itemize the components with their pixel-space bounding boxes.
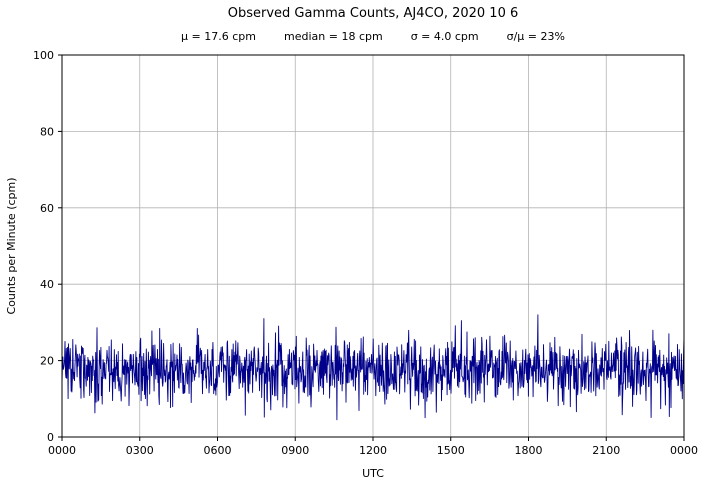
x-tick-label: 1800 [515, 444, 543, 457]
x-tick-label: 0900 [281, 444, 309, 457]
x-tick-label: 2100 [592, 444, 620, 457]
y-axis-label: Counts per Minute (cpm) [5, 177, 18, 314]
y-tick-label: 40 [40, 278, 54, 291]
x-tick-label: 0600 [204, 444, 232, 457]
stat-median: median = 18 cpm [284, 30, 383, 43]
x-tick-label: 1500 [437, 444, 465, 457]
x-tick-label: 0300 [126, 444, 154, 457]
y-tick-label: 0 [47, 431, 54, 444]
y-tick-label: 100 [33, 49, 54, 62]
gamma-counts-line [61, 314, 685, 421]
y-tick-label: 80 [40, 125, 54, 138]
x-tick-label: 0000 [48, 444, 76, 457]
x-tick-label: 1200 [359, 444, 387, 457]
stat-sigma: σ = 4.0 cpm [410, 30, 479, 43]
chart-stats-line: μ = 17.6 cpm median = 18 cpm σ = 4.0 cpm… [62, 30, 684, 43]
stat-sigma-over-mu: σ/μ = 23% [506, 30, 565, 43]
y-tick-label: 20 [40, 355, 54, 368]
x-axis-label: UTC [362, 467, 384, 480]
x-tick-label: 0000 [670, 444, 698, 457]
axis-ticks: 0 20 40 60 80 100 0000 0300 0600 0900 1200 1500 1800… [33, 49, 698, 457]
stat-mean: μ = 17.6 cpm [181, 30, 256, 43]
data-series [61, 314, 685, 421]
chart-title: Observed Gamma Counts, AJ4CO, 2020 10 6 [227, 6, 519, 21]
y-tick-label: 60 [40, 202, 54, 215]
